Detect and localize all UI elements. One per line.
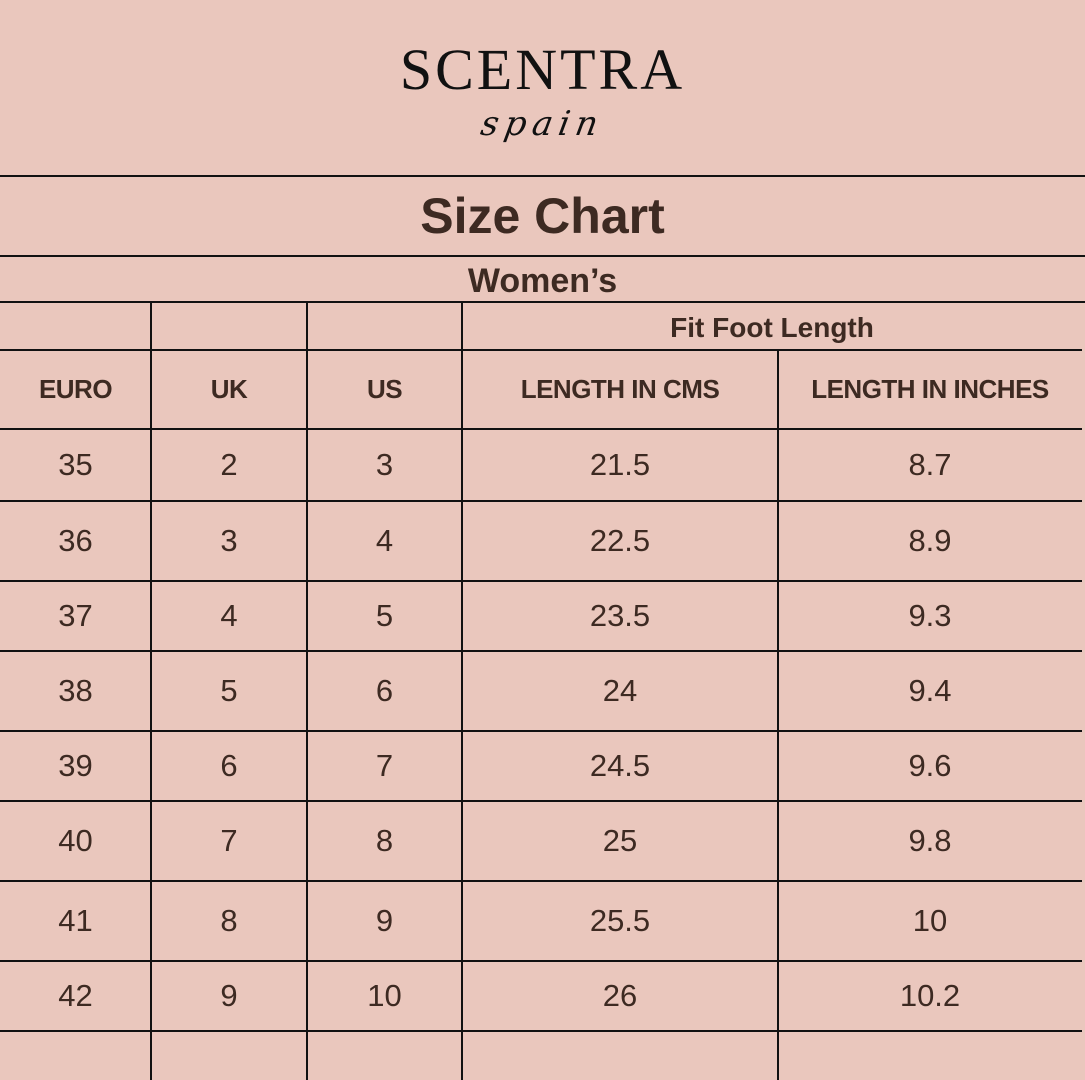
table-cell: 22.5 bbox=[589, 523, 651, 558]
row-divider bbox=[0, 880, 1082, 882]
table-cell: 10 bbox=[367, 978, 402, 1013]
table-cell: 24.5 bbox=[589, 748, 651, 783]
table-cell: 9.8 bbox=[908, 823, 952, 858]
table-cell: 9 bbox=[375, 903, 394, 938]
column-divider bbox=[306, 302, 308, 1080]
row-divider bbox=[0, 800, 1082, 802]
row-divider bbox=[0, 500, 1082, 502]
table-cell: 9.6 bbox=[908, 748, 952, 783]
table-cell: 41 bbox=[58, 903, 93, 938]
brand-logo: SCENTRA bbox=[399, 37, 686, 102]
row-divider bbox=[0, 580, 1082, 582]
table-cell: 7 bbox=[220, 823, 238, 858]
table-cell: 25 bbox=[602, 823, 638, 858]
table-cell: 10.2 bbox=[899, 978, 961, 1013]
table-cell: 3 bbox=[220, 523, 238, 558]
page-title: Size Chart bbox=[420, 188, 665, 244]
table-cell: 35 bbox=[58, 447, 93, 482]
table-cell: 21.5 bbox=[589, 447, 651, 482]
table-cell: 9.3 bbox=[908, 598, 952, 633]
column-divider bbox=[777, 350, 779, 1080]
divider bbox=[0, 301, 1085, 303]
table-cell: 36 bbox=[58, 523, 93, 558]
row-divider bbox=[0, 730, 1082, 732]
row-divider bbox=[0, 428, 1082, 430]
table-cell: 8.9 bbox=[908, 523, 952, 558]
table-cell: 25.5 bbox=[589, 903, 651, 938]
table-cell: 24 bbox=[602, 673, 638, 708]
table-cell: 7 bbox=[375, 748, 394, 783]
table-cell: 2 bbox=[220, 447, 238, 482]
row-divider bbox=[0, 1030, 1082, 1032]
column-divider bbox=[150, 302, 152, 1080]
table-cell: 8.7 bbox=[908, 447, 952, 482]
brand-logo-subtitle: spain bbox=[477, 104, 608, 144]
table-cell: 6 bbox=[220, 748, 238, 783]
table-cell: 6 bbox=[375, 673, 394, 708]
table-cell: 38 bbox=[58, 673, 93, 708]
table-cell: 39 bbox=[58, 748, 93, 783]
table-cell: 37 bbox=[58, 598, 93, 633]
column-header-us: US bbox=[366, 374, 403, 404]
table-cell: 8 bbox=[375, 823, 394, 858]
table-cell: 42 bbox=[58, 978, 93, 1013]
table-cell: 40 bbox=[58, 823, 93, 858]
row-divider bbox=[0, 960, 1082, 962]
row-divider bbox=[0, 650, 1082, 652]
divider bbox=[0, 255, 1085, 257]
column-header-uk: UK bbox=[210, 374, 248, 404]
table-cell: 26 bbox=[602, 978, 638, 1013]
column-header-length-in-cms: LENGTH IN CMS bbox=[520, 374, 720, 404]
table-cell: 8 bbox=[220, 903, 238, 938]
table-cell: 9 bbox=[220, 978, 238, 1013]
table-cell: 5 bbox=[375, 598, 394, 633]
divider bbox=[0, 175, 1085, 177]
table-cell: 5 bbox=[220, 673, 238, 708]
table-cell: 4 bbox=[375, 523, 394, 558]
group-header-fit-foot-length: Fit Foot Length bbox=[670, 312, 874, 343]
table-cell: 3 bbox=[375, 447, 394, 482]
column-header-length-in-inches: LENGTH IN INCHES bbox=[811, 374, 1049, 404]
table-cell: 4 bbox=[220, 598, 238, 633]
table-cell: 10 bbox=[912, 903, 948, 938]
column-divider bbox=[461, 302, 463, 1080]
table-cell: 23.5 bbox=[589, 598, 651, 633]
row-divider bbox=[0, 349, 1082, 351]
table-cell: 9.4 bbox=[908, 673, 952, 708]
column-header-euro: EURO bbox=[38, 374, 113, 404]
section-title: Women’s bbox=[467, 262, 618, 300]
